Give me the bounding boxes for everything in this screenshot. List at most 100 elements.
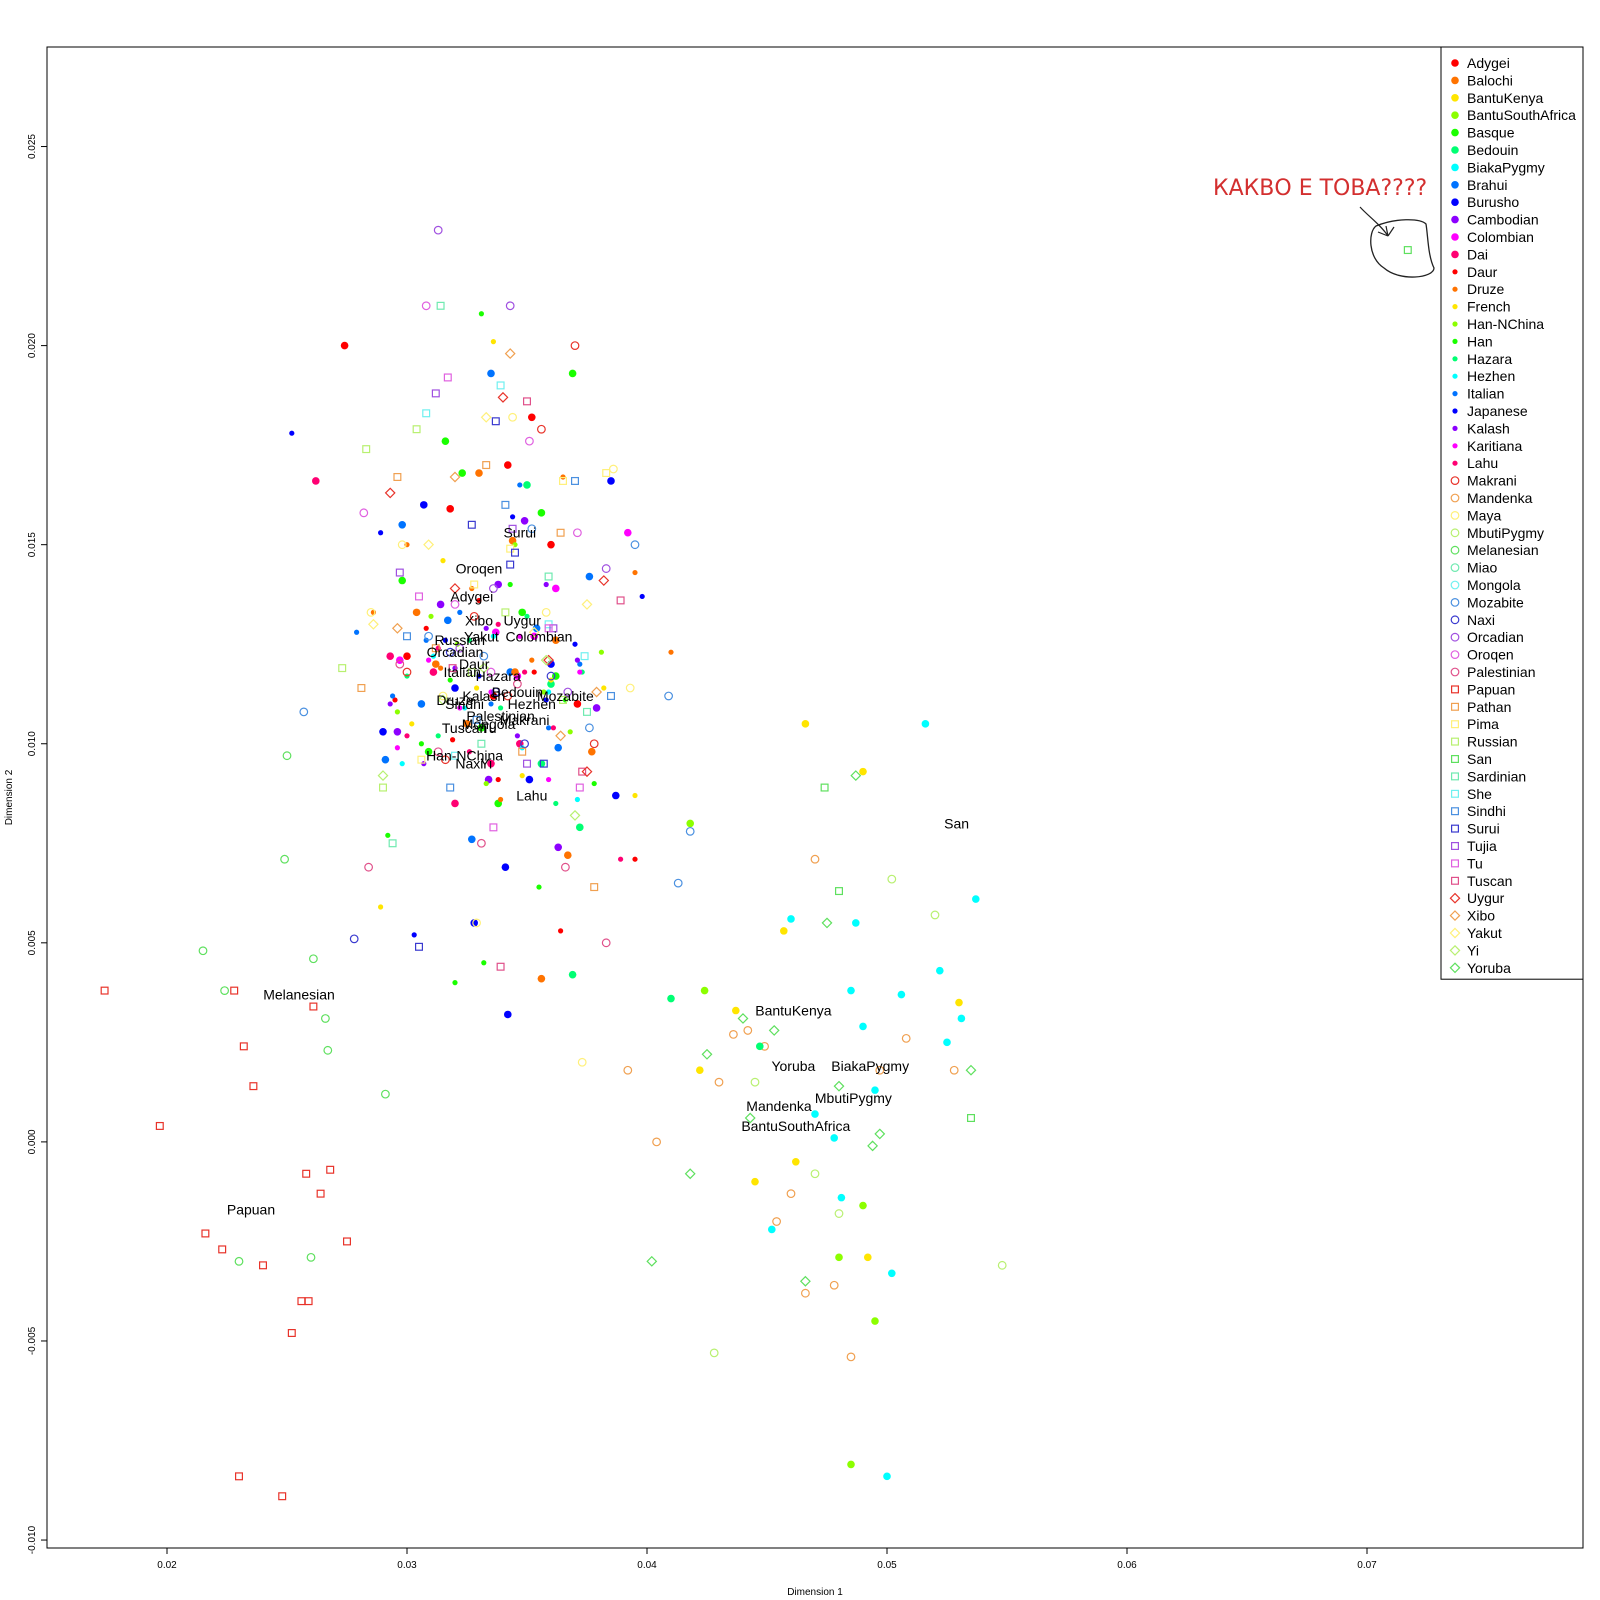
pop-label-mandenka: Mandenka (746, 1098, 812, 1114)
series-sindhi (403, 476, 615, 792)
series-bedouin (523, 481, 764, 1051)
point-cambodian-0 (393, 728, 402, 736)
legend-entry-mozabite: Mozabite (1450, 594, 1524, 610)
point-hazara-5 (553, 800, 559, 807)
point-mbutipygmy-0 (709, 1348, 719, 1358)
legend-entry-colombian: Colombian (1451, 229, 1534, 245)
point-lahu-3 (495, 621, 501, 627)
point-she-2 (496, 381, 505, 390)
legend-entry-yakut: Yakut (1449, 925, 1502, 941)
legend-entry-mbutipygmy: MbutiPygmy (1450, 525, 1544, 541)
legend-label-surui: Surui (1467, 821, 1500, 837)
point-tujia-4 (549, 624, 558, 633)
pop-label-tu: Tu (481, 720, 497, 736)
point-sindhi-3 (501, 500, 510, 509)
legend-label-dai: Dai (1467, 246, 1488, 262)
legend-marker-japanese (1452, 408, 1458, 414)
point-karitiana-6 (577, 669, 583, 675)
point-karitiana-5 (546, 776, 552, 783)
point-adygei-4 (573, 700, 582, 708)
legend-marker-russian (1450, 737, 1459, 746)
legend-entry-bantusouthafrica: BantuSouthAfrica (1451, 107, 1576, 123)
series-adygei (340, 341, 582, 708)
y-tick-label-3: 0.005 (27, 930, 38, 955)
series-she (422, 381, 589, 760)
legend-marker-palestinian (1450, 667, 1460, 677)
pop-label-kalash: Kalash (462, 688, 505, 704)
point-melanesian-3 (280, 854, 290, 864)
legend-marker-tuscan (1450, 876, 1459, 885)
legend-entry-makrani: Makrani (1450, 473, 1517, 489)
series-french (378, 339, 638, 910)
point-uygur-5 (598, 575, 610, 586)
point-han-nchina-3 (483, 780, 489, 787)
pop-label-bantusouthafrica: BantuSouthAfrica (741, 1118, 850, 1134)
point-italian-5 (517, 482, 523, 488)
legend-box (1440, 46, 1584, 980)
pop-label-russian: Russian (435, 632, 486, 648)
legend-label-mongola: Mongola (1467, 577, 1521, 593)
point-dai-1 (386, 652, 395, 660)
point-balochi-1 (432, 660, 440, 668)
legend-label-basque: Basque (1467, 125, 1515, 141)
point-biakapygmy-4 (837, 1193, 846, 1202)
legend-entry-maya: Maya (1450, 507, 1501, 523)
point-bedouin-3 (547, 680, 555, 688)
pop-label-melanesian: Melanesian (263, 987, 335, 1003)
point-makrani-1 (441, 755, 450, 765)
point-daur-6 (558, 928, 564, 934)
point-melanesian-1 (220, 986, 230, 995)
legend-label-brahui: Brahui (1467, 177, 1507, 193)
y-tick-label-4: 0.010 (27, 731, 38, 756)
point-italian-0 (354, 629, 360, 635)
legend-marker-brahui (1451, 181, 1459, 189)
point-dai-0 (312, 477, 320, 485)
point-japanese-4 (476, 673, 482, 679)
point-papuan-6 (249, 1082, 258, 1091)
point-adygei-5 (403, 652, 411, 660)
point-daur-4 (495, 776, 501, 783)
point-brahui-9 (398, 520, 407, 529)
legend-entry-melanesian: Melanesian (1450, 542, 1539, 558)
series-orcadian (433, 225, 611, 697)
legend-marker-mozabite (1450, 598, 1460, 607)
point-hezhen-3 (490, 633, 496, 639)
point-karitiana-1 (426, 657, 432, 663)
point-papuan-10 (304, 1297, 313, 1306)
point-melanesian-0 (198, 946, 208, 956)
legend-label-mbutipygmy: MbutiPygmy (1467, 525, 1544, 541)
point-basque-9 (537, 509, 546, 517)
point-maya-3 (472, 918, 482, 928)
legend-entry-uygur: Uygur (1449, 890, 1505, 906)
legend-label-bantusouthafrica: BantuSouthAfrica (1467, 107, 1576, 123)
point-yi-4 (569, 809, 581, 821)
legend-label-colombian: Colombian (1467, 229, 1534, 245)
point-mozabite-0 (299, 707, 309, 717)
legend-marker-papuan (1450, 685, 1459, 694)
point-papuan-16 (235, 1472, 244, 1481)
point-japanese-1 (378, 530, 384, 536)
point-tuscan-2 (522, 397, 531, 406)
point-russian-1 (362, 445, 371, 454)
legend-marker-basque (1451, 128, 1459, 137)
legend-label-kalash: Kalash (1467, 420, 1510, 436)
pop-label-naxi: Naxi (455, 756, 483, 772)
point-japanese-2 (411, 932, 417, 938)
series-bantusouthafrica (686, 819, 879, 1469)
point-bedouin-2 (568, 970, 577, 979)
x-tick-label-1: 0.03 (397, 1560, 417, 1571)
point-biakapygmy-8 (871, 1086, 879, 1094)
point-papuan-4 (230, 986, 239, 995)
point-makrani-4 (537, 424, 546, 434)
legend-marker-pima (1450, 720, 1459, 729)
series-karitiana (394, 633, 583, 783)
point-han-9 (481, 960, 487, 966)
point-papuan-7 (259, 1261, 268, 1270)
pop-label-han-nchina: Han-NChina (426, 748, 503, 764)
point-han-1 (418, 741, 424, 747)
legend-marker-tujia (1450, 841, 1459, 850)
point-melanesian-2 (234, 1256, 244, 1266)
point-surui-3 (506, 560, 515, 569)
point-sardinian-4 (582, 707, 591, 716)
point-russian-3 (412, 425, 421, 434)
